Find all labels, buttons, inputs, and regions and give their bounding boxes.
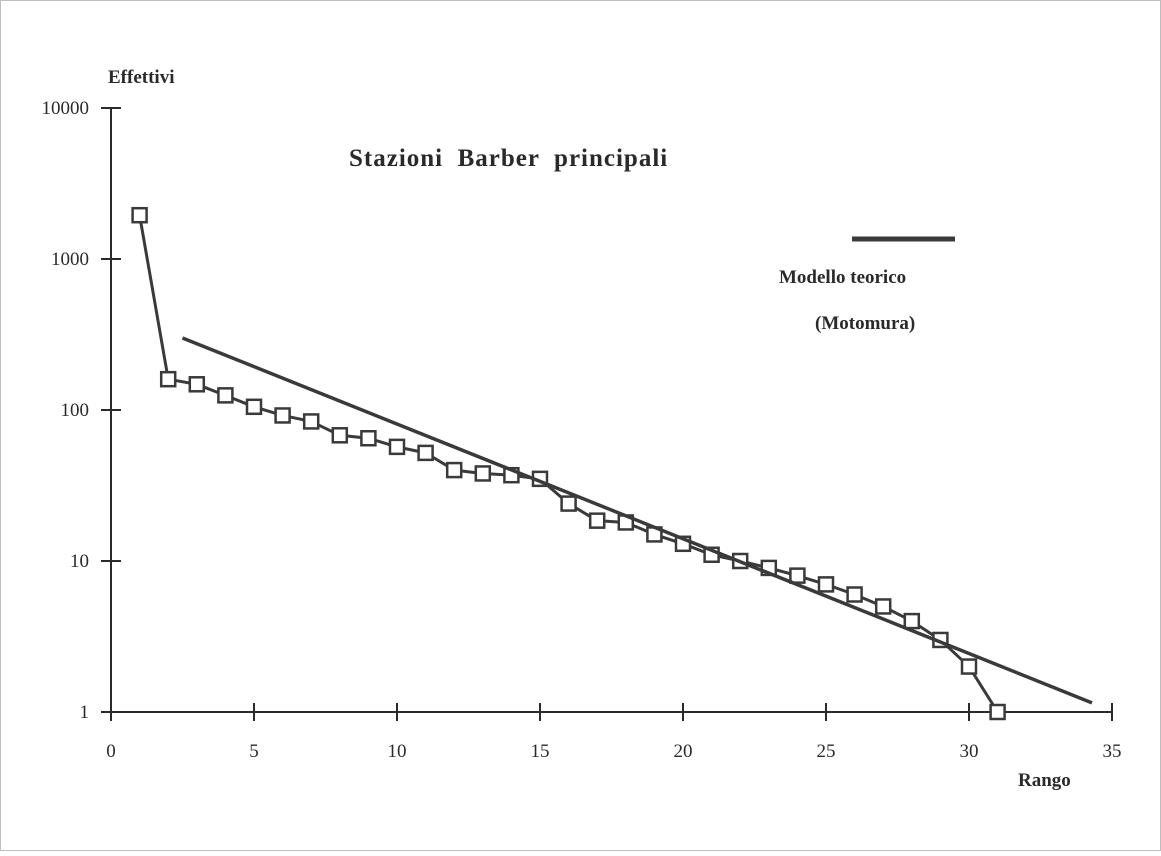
y-tick-label: 1000: [51, 249, 89, 270]
x-tick-label: 20: [674, 741, 693, 762]
model-line: [181, 336, 1093, 705]
data-point-marker: [360, 430, 377, 447]
y-tick-label: 10: [70, 551, 89, 572]
series-layer: [131, 206, 1093, 721]
data-point-marker: [874, 598, 892, 615]
data-point-marker: [417, 444, 434, 462]
data-point-marker: [960, 658, 978, 675]
data-point-marker: [331, 427, 349, 444]
x-tick-label: 5: [249, 741, 259, 762]
data-point-marker: [903, 612, 921, 630]
data-point-marker: [474, 465, 492, 482]
x-tick-label: 35: [1103, 741, 1122, 762]
legend-label: Modello teorico: [779, 267, 906, 288]
tick-labels: 0 5 10 15 20 25 30 35 1 10 100 1000 10000: [42, 98, 1122, 762]
x-tick-label: 0: [106, 741, 116, 762]
chart-title: Stazioni Barber principali: [349, 145, 668, 172]
data-point-marker: [131, 206, 148, 224]
data-point-marker: [989, 703, 1006, 721]
x-tick-label: 30: [960, 741, 979, 762]
data-point-marker: [245, 398, 263, 416]
data-point-marker: [188, 376, 206, 393]
data-point-marker: [302, 413, 320, 430]
y-axis-title: Effettivi: [108, 67, 174, 88]
data-point-marker: [159, 370, 177, 388]
data-point-marker: [388, 438, 406, 456]
legend-label-sub: (Motomura): [815, 313, 915, 334]
y-tick-label: 100: [61, 400, 90, 421]
x-tick-label: 10: [388, 741, 407, 762]
data-point-marker: [846, 586, 863, 603]
x-tick-label: 15: [531, 741, 550, 762]
x-axis-title: Rango: [1018, 770, 1071, 791]
data-point-marker: [560, 495, 577, 512]
data-point-marker: [588, 512, 606, 529]
data-point-marker: [789, 567, 806, 584]
y-tick-label: 10000: [42, 98, 90, 119]
data-point-marker: [817, 576, 835, 593]
data-point-marker: [274, 407, 291, 424]
data-point-marker: [445, 461, 463, 479]
x-tick-label: 25: [817, 741, 836, 762]
data-point-marker: [217, 387, 234, 404]
y-tick-label: 1: [80, 702, 90, 723]
axis-ticks: [101, 107, 1113, 721]
